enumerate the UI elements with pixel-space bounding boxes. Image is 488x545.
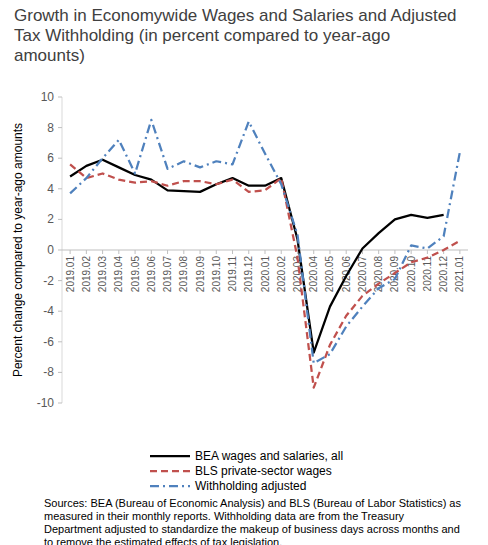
- legend-label: BLS private-sector wages: [195, 464, 332, 478]
- series-line: [70, 164, 460, 387]
- title: Growth in Economywide Wages and Salaries…: [14, 6, 464, 66]
- x-tick-label: 2020.11: [422, 256, 433, 292]
- x-tick: [102, 250, 103, 254]
- y-tick: [58, 403, 62, 404]
- x-tick-label: 2020.01: [260, 256, 271, 293]
- x-tick-label: 2019.08: [178, 256, 189, 293]
- sources-note: Sources: BEA (Bureau of Economic Analysi…: [44, 497, 464, 545]
- y-tick: [58, 280, 62, 281]
- x-tick: [70, 250, 71, 254]
- x-tick: [86, 250, 87, 254]
- y-tick-label: -4: [43, 304, 54, 318]
- y-tick-label: 6: [47, 151, 54, 165]
- x-tick: [411, 250, 412, 254]
- x-tick-label: 2019.01: [65, 256, 76, 293]
- x-tick: [232, 250, 233, 254]
- x-tick: [329, 250, 330, 254]
- legend-label: BEA wages and salaries, all: [195, 449, 343, 463]
- series-line: [70, 160, 444, 353]
- y-tick-label: 8: [47, 121, 54, 135]
- x-tick: [394, 250, 395, 254]
- legend-swatch: [150, 485, 190, 487]
- x-tick-label: 2020.02: [276, 256, 287, 293]
- y-axis-label: Percent change compared to year-ago amou…: [11, 123, 25, 377]
- x-tick-label: 2019.09: [195, 256, 206, 293]
- x-tick-label: 2019.06: [146, 256, 157, 293]
- y-tick: [58, 97, 62, 98]
- chart: -10 -8 -6 -4 -2 0 2 4 6 8 10 2019.01 2019.02 2019.03 2…: [0, 0, 488, 545]
- x-tick: [216, 250, 217, 254]
- plot-lines: [70, 120, 460, 388]
- y-tick: [58, 158, 62, 159]
- x-tick-label: 2019.12: [243, 256, 254, 293]
- legend-label: Withholding adjusted: [195, 479, 306, 493]
- x-tick: [459, 250, 460, 254]
- y-tick-label: -8: [43, 365, 54, 379]
- series-line: [70, 120, 460, 363]
- x-tick: [378, 250, 379, 254]
- y-tick: [58, 127, 62, 128]
- x-tick: [118, 250, 119, 254]
- x-tick-label: 2020.04: [308, 256, 319, 293]
- x-tick-label: 2019.04: [113, 256, 124, 293]
- x-tick: [200, 250, 201, 254]
- x-tick-label: 2020.05: [324, 256, 335, 293]
- y-tick-label: -10: [37, 396, 55, 410]
- x-tick: [427, 250, 428, 254]
- y-tick-label: 4: [47, 182, 54, 196]
- x-tick-label: 2019.03: [97, 256, 108, 293]
- y-tick: [58, 219, 62, 220]
- x-tick: [265, 250, 266, 254]
- x-tick: [281, 250, 282, 254]
- x-tick-label: 2019.02: [81, 256, 92, 293]
- x-tick-label: 2019.11: [227, 256, 238, 292]
- x-tick: [183, 250, 184, 254]
- x-tick: [313, 250, 314, 254]
- x-tick: [167, 250, 168, 254]
- x-tick-label: 2019.07: [162, 256, 173, 293]
- x-tick: [135, 250, 136, 254]
- y-tick: [58, 372, 62, 373]
- y-tick: [58, 311, 62, 312]
- y-tick-label: -2: [43, 274, 54, 288]
- y-tick-label: 0: [47, 243, 54, 257]
- y-tick-label: -6: [43, 335, 54, 349]
- y-tick-label: 2: [47, 212, 54, 226]
- x-tick-label: 2019.05: [130, 256, 141, 293]
- y-tick: [58, 341, 62, 342]
- legend-swatch: [150, 470, 190, 472]
- y-tick: [58, 250, 62, 251]
- x-tick-label: 2020.12: [438, 256, 449, 293]
- x-tick: [346, 250, 347, 254]
- x-tick-label: 2019.10: [211, 256, 222, 293]
- x-tick-label: 2021.01: [454, 256, 465, 293]
- y-tick: [58, 188, 62, 189]
- legend-swatch: [150, 455, 190, 457]
- x-tick: [248, 250, 249, 254]
- y-tick-label: 10: [41, 90, 55, 104]
- x-tick-label: 2020.07: [357, 256, 368, 293]
- x-tick: [151, 250, 152, 254]
